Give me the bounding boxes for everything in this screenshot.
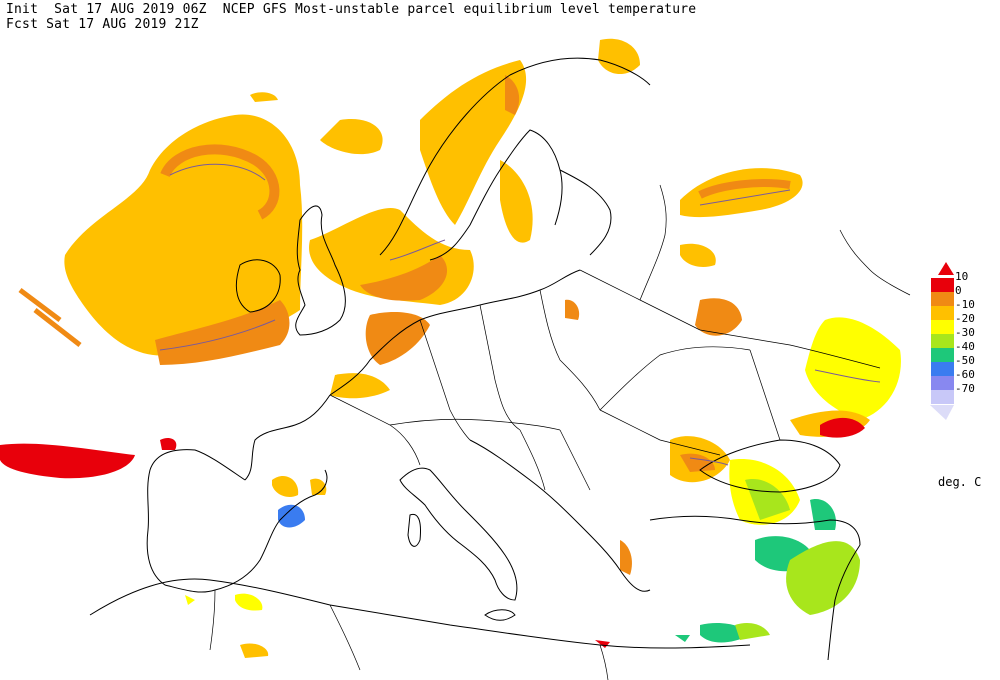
legend-swatch: [931, 292, 954, 306]
field-benelux: [365, 312, 430, 365]
legend-colorbar: [930, 262, 954, 420]
coast-sardinia: [407, 513, 421, 547]
field-ukraine-red: [820, 417, 865, 438]
coast-turkey: [649, 515, 861, 546]
field-iberia-blue: [278, 504, 305, 528]
legend-arrow-top: [938, 262, 954, 275]
legend-swatch: [931, 348, 954, 362]
coast-iberia: [146, 449, 328, 593]
field-atlantic-red: [0, 443, 135, 479]
contour-layer: [159, 163, 881, 466]
field-atlantic-swirl: [64, 114, 303, 356]
field-russia-north: [680, 168, 803, 218]
field-swirl-ring: [160, 144, 280, 220]
legend-level-label: 10: [955, 270, 969, 283]
legend-unit-label: deg. C: [938, 475, 982, 489]
coast-ireland: [235, 259, 281, 313]
coast-continent-north: [329, 269, 581, 396]
coast-norway: [379, 57, 651, 256]
legend-level-label: -10: [955, 298, 975, 311]
field-atlantic-orange: [155, 300, 290, 365]
border-layer: [209, 184, 911, 680]
legend-swatch: [931, 376, 954, 390]
legend-swatch: [931, 306, 954, 320]
legend-level-label: -40: [955, 340, 975, 353]
legend-swatch: [931, 390, 954, 404]
field-scandinavia: [420, 60, 527, 225]
coastline-layer: [89, 57, 861, 661]
legend-level-label: -70: [955, 382, 975, 395]
legend-level-label: -60: [955, 368, 975, 381]
coast-france-west: [244, 394, 331, 481]
coast-black-sea: [699, 439, 841, 493]
legend-level-label: 0: [955, 284, 962, 297]
title-line-forecast: Fcst Sat 17 AUG 2019 21Z: [6, 17, 199, 32]
legend-swatch: [931, 362, 954, 376]
legend-swatch: [931, 278, 954, 292]
coast-balkans: [469, 439, 651, 592]
field-levant: [786, 541, 860, 615]
legend-level-label: -20: [955, 312, 975, 325]
field-layer: [0, 38, 901, 658]
field-belarus: [695, 298, 742, 336]
legend-level-label: -50: [955, 354, 975, 367]
legend-swatch: [931, 334, 954, 348]
coast-sicily: [484, 609, 516, 621]
legend-swatch: [931, 320, 954, 334]
coast-north-africa: [89, 578, 751, 649]
title-line-init: Init Sat 17 AUG 2019 06Z NCEP GFS Most-u…: [6, 2, 697, 17]
field-russia-south: [805, 317, 901, 420]
legend-level-label: -30: [955, 326, 975, 339]
legend-arrow-bottom: [930, 405, 954, 420]
coast-italy: [399, 467, 518, 601]
field-uk-channel: [320, 119, 383, 155]
coast-sweden-finland: [429, 129, 563, 261]
coast-great-britain: [295, 205, 346, 336]
